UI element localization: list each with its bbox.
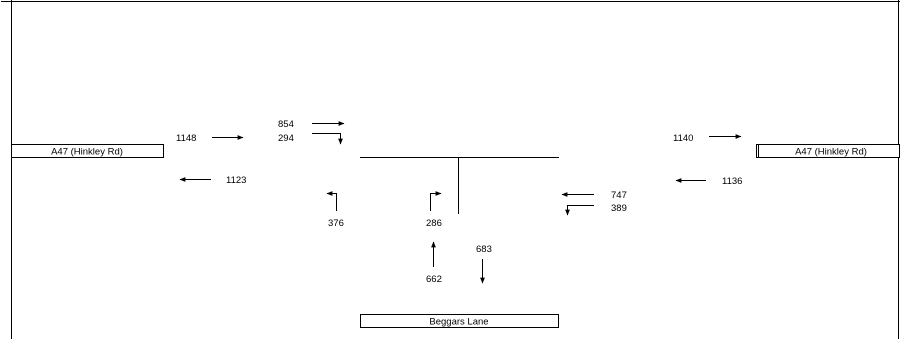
road-label-south: Beggars Lane	[360, 314, 559, 328]
arrow-south-right	[430, 191, 442, 211]
flow-west-out: 1123	[226, 175, 246, 186]
svg-text:Beggars Lane: Beggars Lane	[429, 317, 488, 328]
road-label-east: A47 (Hinkley Rd)	[756, 144, 900, 158]
svg-text:A47 (Hinkley Rd): A47 (Hinkley Rd)	[51, 147, 123, 158]
flow-south-left: 376	[328, 218, 344, 229]
flow-west-straight: 854	[278, 119, 294, 130]
arrow-south-left	[326, 191, 337, 211]
flow-east-straight: 747	[611, 190, 627, 201]
flow-east-left: 389	[611, 203, 627, 214]
flow-south-out: 683	[476, 244, 492, 255]
flow-west-in: 1148	[176, 133, 196, 144]
flow-east-out: 1140	[673, 133, 693, 144]
svg-text:A47 (Hinkley Rd): A47 (Hinkley Rd)	[795, 147, 867, 158]
road-label-west: A47 (Hinkley Rd)	[11, 144, 164, 158]
flow-south-in: 662	[426, 274, 442, 285]
flow-south-right: 286	[426, 218, 442, 229]
junction-geometry	[360, 157, 559, 214]
flow-west-right: 294	[278, 133, 294, 144]
flow-east-in: 1136	[722, 176, 742, 187]
arrow-east-left	[565, 205, 594, 216]
arrow-west-right	[312, 133, 343, 145]
